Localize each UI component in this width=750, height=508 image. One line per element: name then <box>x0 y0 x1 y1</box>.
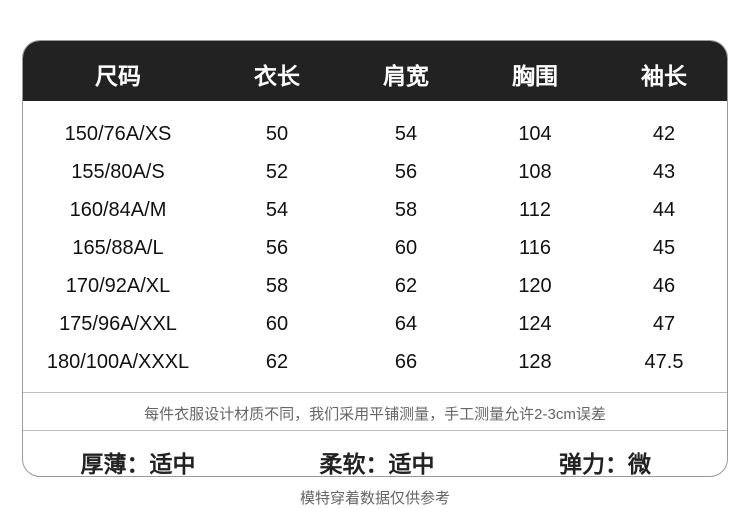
table-cell: 50 <box>265 123 289 145</box>
table-cell: 116 <box>519 237 551 259</box>
table-cell: 58 <box>265 275 289 297</box>
table-cell: 58 <box>394 199 418 221</box>
measurement-note: 每件衣服设计材质不同，我们采用平铺测量，手工测量允许2-3cm误差 <box>144 406 606 423</box>
table-cell: 52 <box>265 161 289 183</box>
table-cell: 56 <box>394 161 418 183</box>
property-softness: 柔软：适中 <box>319 451 435 477</box>
table-cell: 62 <box>394 275 418 297</box>
table-cell: 62 <box>265 351 289 373</box>
table-cell: 64 <box>394 313 418 335</box>
property-thickness: 厚薄：适中 <box>80 451 196 477</box>
divider <box>23 430 727 431</box>
divider <box>23 392 727 393</box>
table-cell: 175/96A/XXL <box>59 313 177 335</box>
table-cell: 56 <box>265 237 289 259</box>
table-cell: 60 <box>265 313 289 335</box>
table-cell: 42 <box>652 123 676 145</box>
size-chart-card: 尺码 衣长 肩宽 胸围 袖长 150/76A/XS 50 54 104 42 155/80A/S 5… <box>22 40 728 477</box>
column-header: 衣长 <box>254 63 300 89</box>
table-cell: 66 <box>394 351 418 373</box>
table-cell: 112 <box>519 199 551 221</box>
table-cell: 180/100A/XXXL <box>46 351 190 373</box>
table-cell: 120 <box>518 275 552 297</box>
table-cell: 45 <box>652 237 676 259</box>
table-cell: 155/80A/S <box>71 161 165 183</box>
table-header: 尺码 衣长 肩宽 胸围 袖长 <box>23 41 727 101</box>
table-cell: 104 <box>518 123 552 145</box>
table-cell: 160/84A/M <box>69 199 167 221</box>
table-cell: 128 <box>518 351 552 373</box>
table-cell: 47 <box>652 313 676 335</box>
table-cell: 170/92A/XL <box>65 275 171 297</box>
table-cell: 108 <box>518 161 552 183</box>
table-cell: 165/88A/L <box>72 237 164 259</box>
table-cell: 124 <box>518 313 552 335</box>
table-cell: 54 <box>265 199 289 221</box>
table-cell: 60 <box>394 237 418 259</box>
table-cell: 54 <box>394 123 418 145</box>
table-cell: 47.5 <box>644 351 684 373</box>
column-header: 胸围 <box>512 63 558 89</box>
table-cell: 150/76A/XS <box>64 123 172 145</box>
column-header: 袖长 <box>641 63 687 89</box>
table-cell: 43 <box>652 161 676 183</box>
column-header: 肩宽 <box>383 63 429 89</box>
table-cell: 44 <box>652 199 676 221</box>
column-header: 尺码 <box>95 63 141 89</box>
table-cell: 46 <box>652 275 676 297</box>
footer-note: 模特穿着数据仅供参考 <box>299 490 450 507</box>
property-elasticity: 弹力：微弹 <box>559 451 651 477</box>
